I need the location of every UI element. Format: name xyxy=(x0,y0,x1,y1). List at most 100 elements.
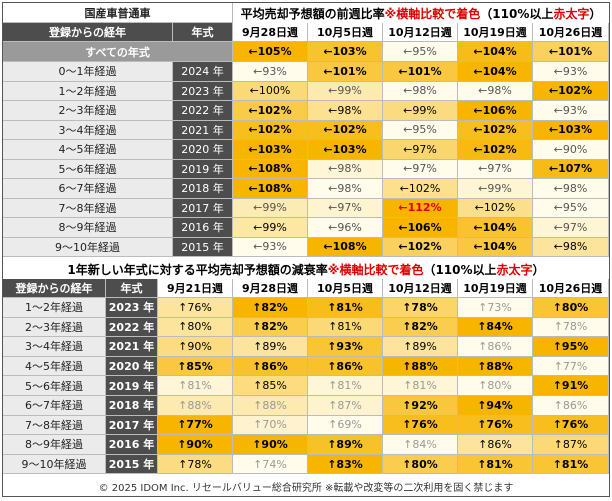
date-header: 9月21日週 xyxy=(158,279,233,298)
age-label: 3～4年経過 xyxy=(3,337,106,357)
title-part: 赤太字 xyxy=(553,6,590,21)
value-cell: ←107% xyxy=(533,159,609,179)
value-cell: ←104% xyxy=(458,42,533,62)
date-header: 9月28日週 xyxy=(233,23,308,42)
value-cell: ↑86% xyxy=(533,396,609,416)
age-label: 3～4年経過 xyxy=(3,120,173,140)
age-label: 5～6年経過 xyxy=(3,159,173,179)
value-cell: ←93% xyxy=(233,62,308,82)
age-label: 4～5年経過 xyxy=(3,140,173,160)
year-label: 2015 年 xyxy=(106,454,158,475)
age-label: 9～10年経過 xyxy=(3,237,173,257)
value-cell: ←95% xyxy=(383,120,458,140)
value-cell: ↑88% xyxy=(458,356,533,377)
value-cell: ↑86% xyxy=(308,356,383,377)
value-cell: ←99% xyxy=(383,101,458,121)
year-label: 2020 年 xyxy=(173,140,233,160)
value-cell: ←93% xyxy=(233,237,308,257)
value-cell: ←98% xyxy=(533,179,609,199)
value-cell: ←105% xyxy=(233,42,308,62)
value-cell: ←98% xyxy=(458,81,533,101)
value-cell: ←96% xyxy=(308,218,383,238)
value-cell: ←93% xyxy=(533,101,609,121)
value-cell: ↑70% xyxy=(233,415,308,436)
age-label: 1～2年経過 xyxy=(3,298,106,318)
footer: © 2025 IDOM Inc. リセールバリュー総合研究所 ※転載や改変等の二… xyxy=(98,483,514,494)
title-part: 1年新しい年式に対する平均売却予想額の減衰率 xyxy=(67,262,328,277)
date-header: 10月26日週 xyxy=(533,279,609,298)
age-label: 6～7年経過 xyxy=(3,396,106,416)
value-cell: ←106% xyxy=(383,218,458,238)
value-cell: ←103% xyxy=(308,42,383,62)
value-cell: ←100% xyxy=(233,81,308,101)
title-part: ） xyxy=(532,262,545,277)
date-header: 10月5日週 xyxy=(308,23,383,42)
age-label: 1～2年経過 xyxy=(3,81,173,101)
value-cell: ↑86% xyxy=(458,435,533,455)
value-cell: ↑77% xyxy=(158,415,233,436)
value-cell: ↑81% xyxy=(308,376,383,396)
value-cell: ↑89% xyxy=(308,435,383,455)
age-label: 7～8年経過 xyxy=(3,198,173,218)
value-cell: ←102% xyxy=(458,140,533,160)
age-label: 4～5年経過 xyxy=(3,356,106,377)
value-cell: ↑81% xyxy=(533,454,609,475)
value-cell: ↑90% xyxy=(158,435,233,455)
value-cell: ←102% xyxy=(308,120,383,140)
value-cell: ↑82% xyxy=(233,298,308,318)
value-cell: ←99% xyxy=(233,218,308,238)
year-label: 2020 年 xyxy=(106,356,158,377)
value-cell: ↑78% xyxy=(383,298,458,318)
value-cell: ↑81% xyxy=(158,376,233,396)
value-cell: ↑82% xyxy=(233,317,308,338)
value-cell: ↑81% xyxy=(308,317,383,338)
date-header: 10月26日週 xyxy=(533,23,609,42)
value-cell: ↑84% xyxy=(383,435,458,455)
year-label: 2016 年 xyxy=(173,218,233,238)
year-label: 2017 年 xyxy=(106,415,158,436)
year-label: 2017 年 xyxy=(173,198,233,218)
value-cell: ↑88% xyxy=(158,396,233,416)
value-cell: ←102% xyxy=(383,179,458,199)
value-cell: ←112% xyxy=(383,198,458,218)
value-cell: ↑86% xyxy=(233,356,308,377)
value-cell: ↑76% xyxy=(383,415,458,436)
title-part: 平均売却予想額の前週比率 xyxy=(240,6,385,21)
value-cell: ←108% xyxy=(308,237,383,257)
value-cell: ↑82% xyxy=(383,317,458,338)
value-cell: ↑80% xyxy=(458,376,533,396)
value-cell: ↑92% xyxy=(383,396,458,416)
year-label: 2023 年 xyxy=(173,81,233,101)
value-cell: ↑90% xyxy=(233,435,308,455)
value-cell: ↑83% xyxy=(308,454,383,475)
year-label: 2019 年 xyxy=(106,376,158,396)
corner: 国産車普通車 xyxy=(3,3,233,23)
value-cell: ←99% xyxy=(308,81,383,101)
header-cell: 登録からの経年 xyxy=(3,279,106,298)
value-cell: ←102% xyxy=(533,81,609,101)
value-cell: ↑81% xyxy=(308,298,383,318)
value-cell: ↑81% xyxy=(458,454,533,475)
year-label: 2019 年 xyxy=(173,159,233,179)
value-cell: ←99% xyxy=(458,179,533,199)
year-label: 2016 年 xyxy=(106,435,158,455)
value-cell: ↑74% xyxy=(233,454,308,475)
section-title: 平均売却予想額の前週比率 ※横軸比較で着色 （110%以上 赤太字） xyxy=(233,3,609,23)
value-cell: ←101% xyxy=(533,42,609,62)
value-cell: ←97% xyxy=(308,198,383,218)
value-cell: ←97% xyxy=(383,140,458,160)
value-cell: ↑80% xyxy=(383,454,458,475)
date-header: 10月5日週 xyxy=(308,279,383,298)
value-cell: ←93% xyxy=(533,62,609,82)
title-part: ※横軸比較で着色 xyxy=(327,262,424,277)
value-cell: ↑86% xyxy=(458,337,533,357)
value-cell: ↑88% xyxy=(233,396,308,416)
value-cell: ←99% xyxy=(233,198,308,218)
year-label: 2021 年 xyxy=(173,120,233,140)
value-cell: ↑87% xyxy=(533,435,609,455)
all-years-label: すべての年式 xyxy=(3,42,233,62)
year-label: 2024 年 xyxy=(173,62,233,82)
value-cell: ←101% xyxy=(308,62,383,82)
value-cell: ←104% xyxy=(458,218,533,238)
